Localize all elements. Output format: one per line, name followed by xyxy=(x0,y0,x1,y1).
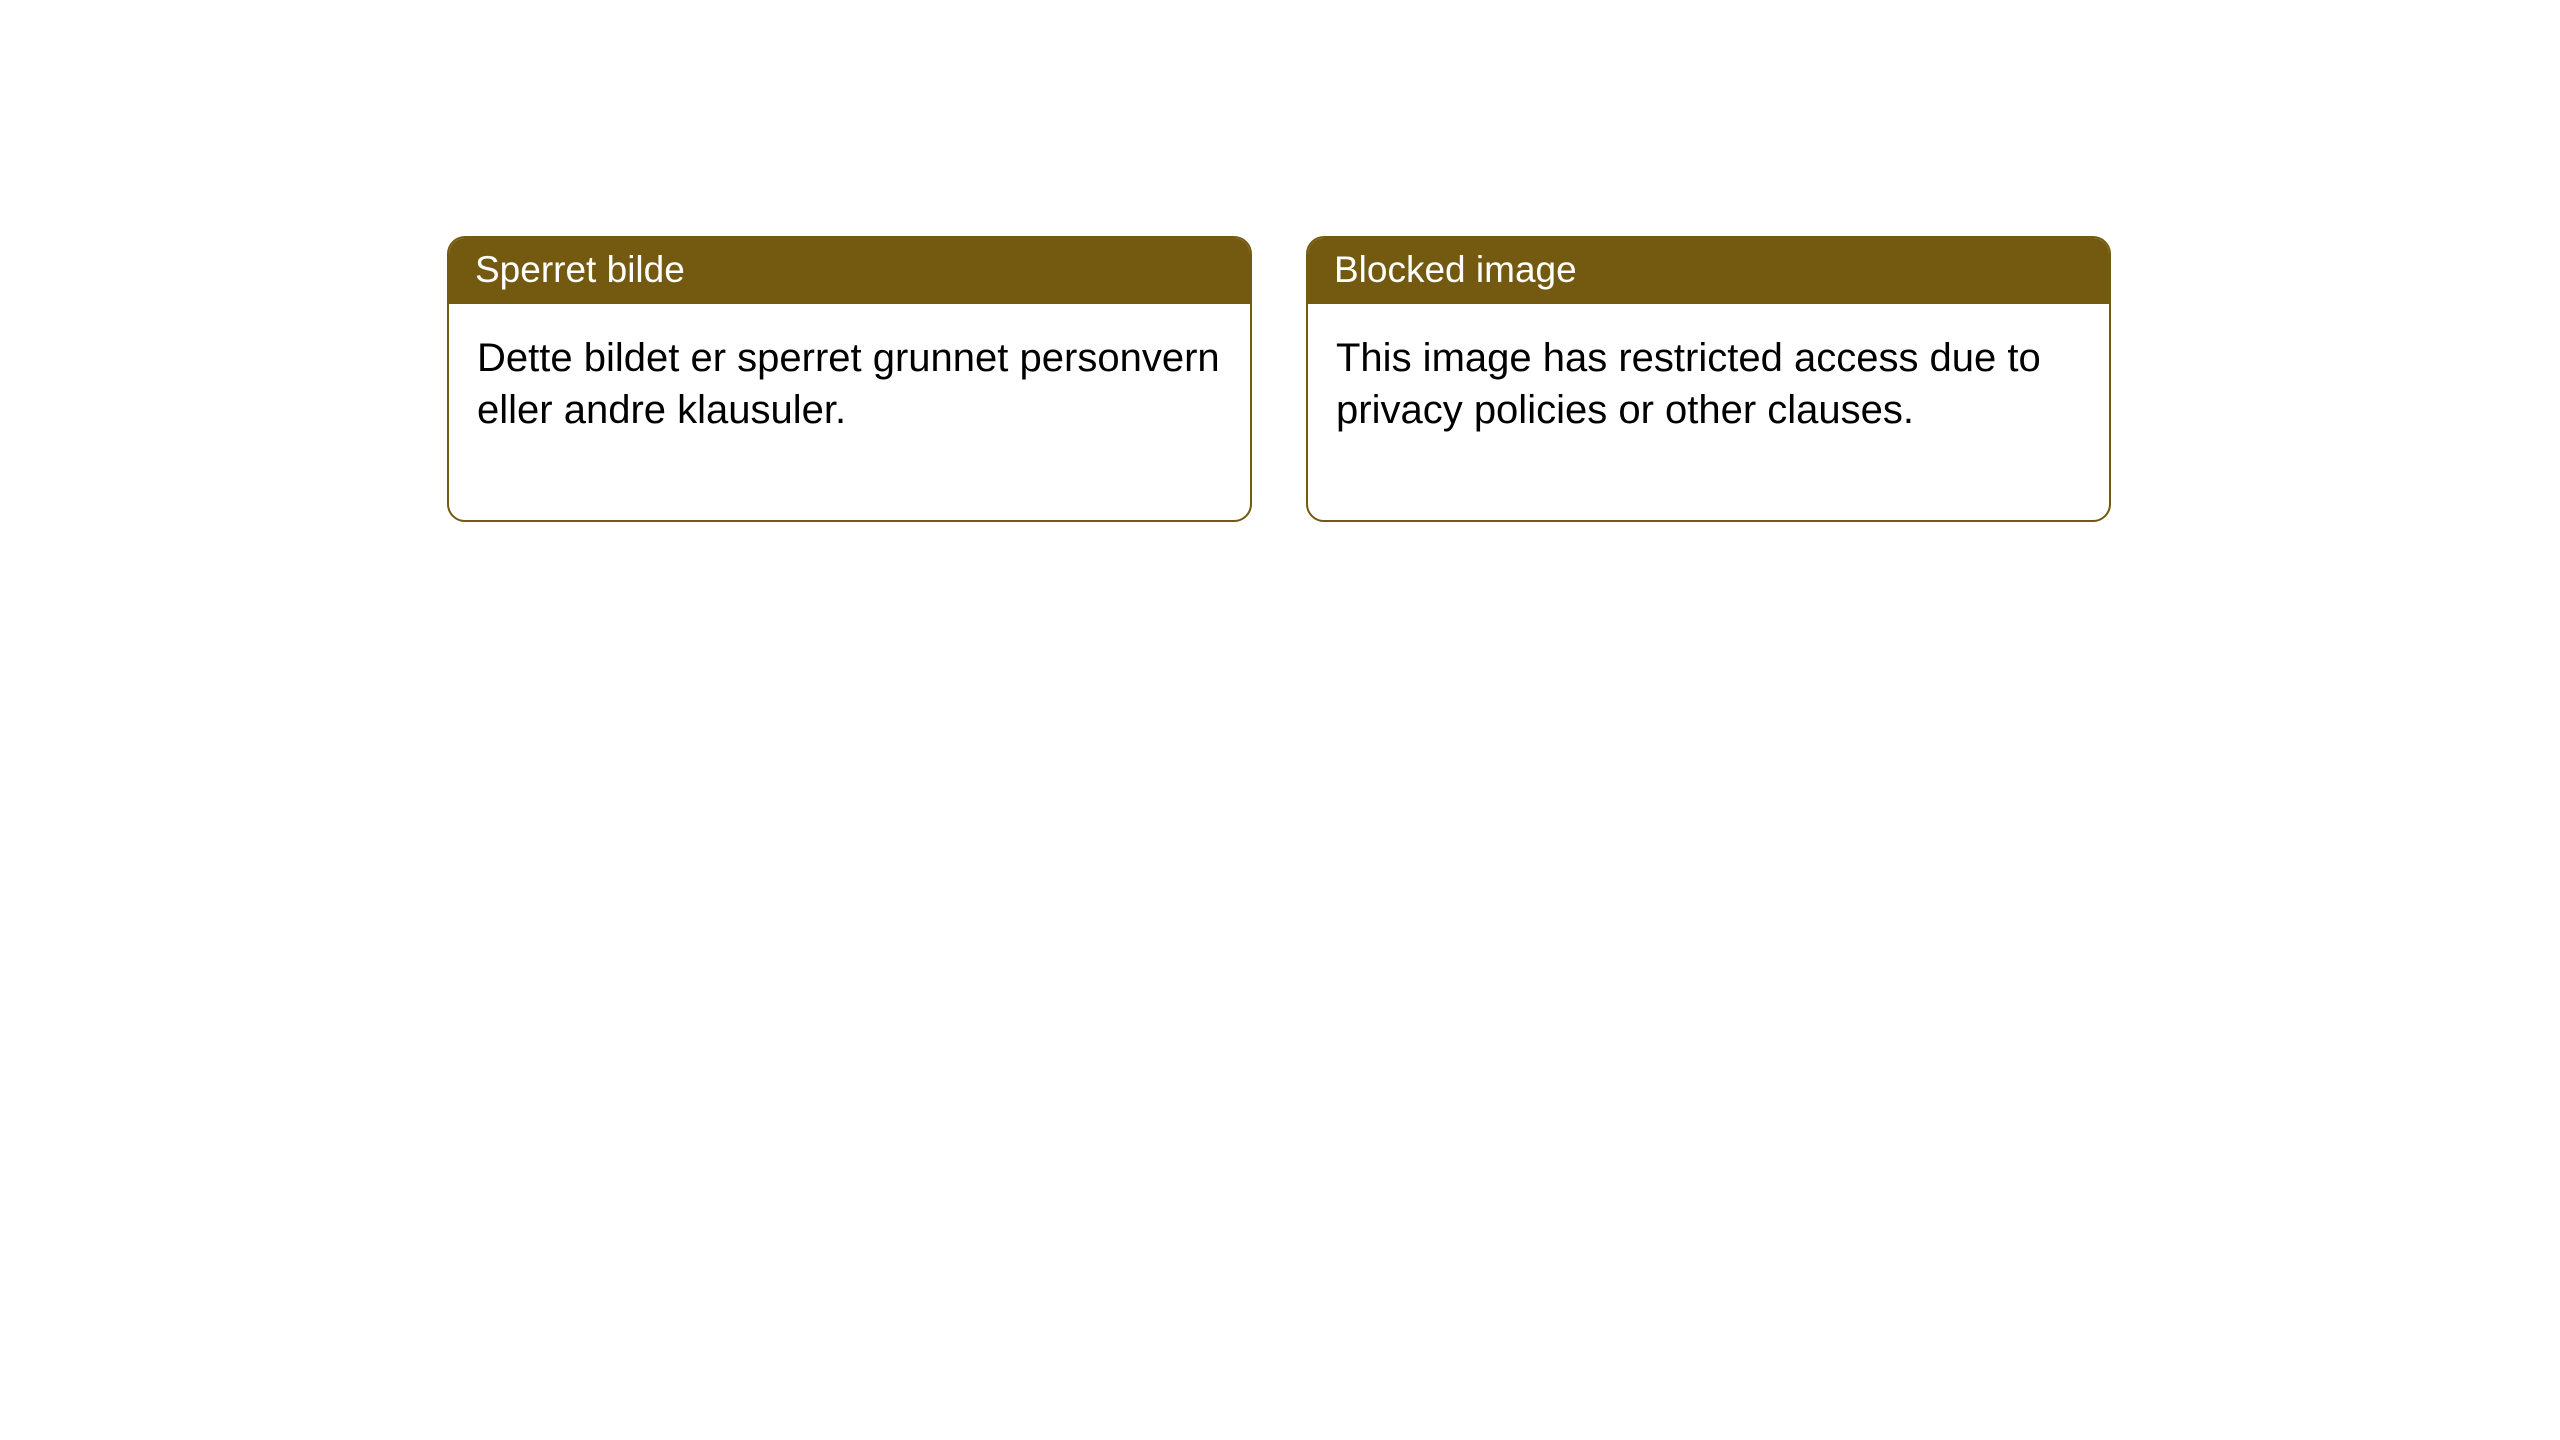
notice-header-english: Blocked image xyxy=(1308,238,2109,304)
notice-header-norwegian: Sperret bilde xyxy=(449,238,1250,304)
notice-card-english: Blocked image This image has restricted … xyxy=(1306,236,2111,522)
notice-container: Sperret bilde Dette bildet er sperret gr… xyxy=(0,0,2560,522)
notice-body-english: This image has restricted access due to … xyxy=(1308,304,2109,520)
notice-body-norwegian: Dette bildet er sperret grunnet personve… xyxy=(449,304,1250,520)
notice-card-norwegian: Sperret bilde Dette bildet er sperret gr… xyxy=(447,236,1252,522)
